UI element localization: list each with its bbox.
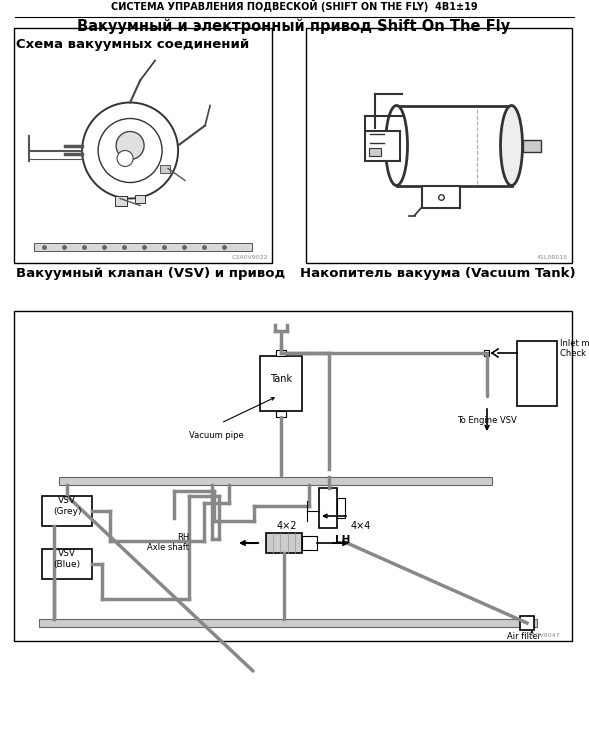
Circle shape (116, 131, 144, 159)
Text: 4×2: 4×2 (277, 521, 297, 531)
Text: RH
Axle shaft: RH Axle shaft (147, 533, 189, 553)
Text: To Engine VSV: To Engine VSV (457, 416, 517, 425)
Bar (337, 498, 345, 518)
Bar (14, 311, 572, 641)
Bar (319, 488, 337, 528)
Ellipse shape (385, 106, 408, 185)
Bar (115, 196, 127, 205)
Bar (34, 243, 252, 251)
Text: Vacuum pipe: Vacuum pipe (189, 431, 244, 440)
Text: 4×4: 4×4 (351, 521, 372, 531)
Bar (260, 356, 302, 411)
Circle shape (117, 151, 133, 167)
Bar (422, 185, 459, 207)
Bar (484, 350, 489, 356)
Bar (42, 496, 92, 526)
Text: Вакуумный и электронный привод Shift On The Fly: Вакуумный и электронный привод Shift On … (77, 18, 511, 33)
Bar (160, 165, 170, 173)
Bar (396, 106, 511, 185)
Text: Вакуумный клапан (VSV) и привод: Вакуумный клапан (VSV) и привод (16, 267, 285, 280)
Bar (135, 195, 145, 202)
Text: Схема вакуумных соединений: Схема вакуумных соединений (16, 38, 249, 51)
Bar (302, 536, 317, 550)
Text: VSV
(Blue): VSV (Blue) (54, 549, 81, 569)
Bar (365, 131, 399, 160)
Bar (14, 28, 272, 263)
Text: C3A0V9047: C3A0V9047 (524, 633, 560, 638)
Text: VSV
(Grey): VSV (Grey) (53, 496, 81, 516)
Bar (276, 350, 286, 356)
Bar (517, 341, 557, 406)
Text: Накопитель вакуума (Vacuum Tank): Накопитель вакуума (Vacuum Tank) (300, 267, 575, 280)
Text: 41L0R015: 41L0R015 (537, 255, 568, 260)
Bar (59, 477, 492, 485)
Ellipse shape (501, 106, 522, 185)
Bar (306, 28, 572, 263)
Text: LH: LH (335, 535, 350, 545)
Bar (522, 139, 541, 151)
Bar (276, 411, 286, 417)
Text: Air filter: Air filter (507, 632, 541, 641)
Circle shape (82, 103, 178, 199)
Bar (266, 533, 302, 553)
Text: СИСТЕМА УПРАВЛЕНИЯ ПОДВЕСКОЙ (SHIFT ON THE FLY)  4B1±19: СИСТЕМА УПРАВЛЕНИЯ ПОДВЕСКОЙ (SHIFT ON T… (111, 0, 477, 12)
Bar (369, 148, 380, 156)
Circle shape (98, 119, 162, 182)
Bar (39, 619, 537, 627)
Bar (520, 616, 534, 630)
Bar (42, 549, 92, 579)
Text: Tank: Tank (270, 374, 292, 384)
Text: Inlet manifold: Inlet manifold (560, 339, 589, 348)
Text: Check valve: Check valve (560, 349, 589, 358)
Text: C3A0V9022: C3A0V9022 (231, 255, 268, 260)
